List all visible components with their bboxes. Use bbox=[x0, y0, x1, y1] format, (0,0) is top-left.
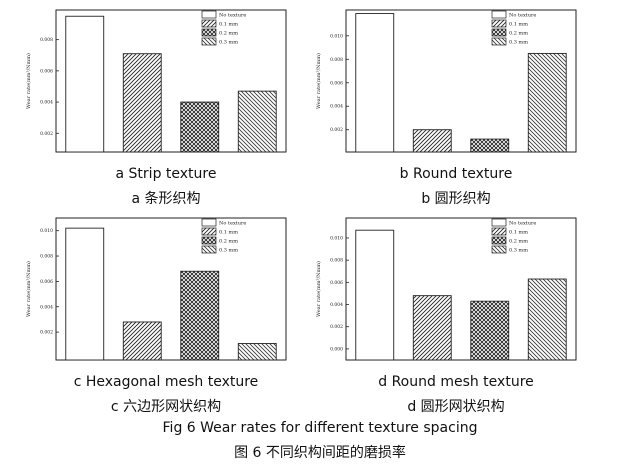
caption-c-cn: c 六边形网状织构 bbox=[110, 399, 222, 415]
plot-frame bbox=[345, 9, 577, 153]
caption-a-en: a Strip texture bbox=[115, 166, 217, 182]
legend-label: 0.1 mm bbox=[509, 230, 528, 236]
y-tick-label: 0.010 bbox=[330, 33, 343, 39]
y-tick-label: 0.000 bbox=[330, 346, 343, 352]
legend-swatch bbox=[491, 28, 507, 37]
y-axis-label: Wear rate(mm³/Nmm) bbox=[315, 261, 322, 317]
caption-b-cn: b 圆形织构 bbox=[421, 191, 491, 207]
bar-0-1-mm bbox=[122, 53, 162, 153]
y-tick-label: 0.008 bbox=[40, 254, 53, 260]
y-tick-label: 0.004 bbox=[40, 100, 53, 106]
y-tick-label: 0.006 bbox=[330, 280, 343, 286]
legend-label: 0.2 mm bbox=[509, 31, 528, 37]
y-tick-label: 0.010 bbox=[330, 235, 343, 241]
chart-svg-d: 0.000 0.002 0.004 0.006 0.008 0.010 Wear rate(… bbox=[315, 217, 577, 361]
legend-label: No texture bbox=[509, 13, 536, 19]
y-tick-label: 0.002 bbox=[330, 324, 343, 330]
legend-swatch bbox=[491, 227, 507, 236]
y-tick-label: 0.004 bbox=[330, 302, 343, 308]
legend-label: 0.3 mm bbox=[219, 40, 238, 46]
chart-svg-c: 0.002 0.004 0.006 0.008 0.010 Wear rate(mm³/N… bbox=[25, 217, 287, 361]
legend-label: 0.2 mm bbox=[219, 239, 238, 245]
legend-label: 0.2 mm bbox=[509, 239, 528, 245]
plot-frame bbox=[345, 217, 577, 361]
bar-no-texture bbox=[355, 229, 395, 361]
bar-no-texture bbox=[65, 227, 105, 361]
y-tick-label: 0.006 bbox=[40, 279, 53, 285]
legend-swatch bbox=[491, 236, 507, 245]
bar-0-3-mm bbox=[237, 90, 277, 153]
caption-a-cn: a 条形织构 bbox=[131, 191, 201, 207]
caption-d-cn: d 圆形网状织构 bbox=[407, 399, 505, 415]
figure-caption-en: Fig 6 Wear rates for different texture s… bbox=[162, 420, 478, 436]
legend-swatch bbox=[491, 218, 507, 227]
bar-0-3-mm bbox=[527, 52, 567, 153]
chart-panel-c: 0.002 0.004 0.006 0.008 0.010 Wear rate(mm³/N… bbox=[16, 210, 316, 415]
legend-label: No texture bbox=[509, 221, 536, 227]
bar-0-2-mm bbox=[470, 138, 510, 153]
legend-swatch bbox=[491, 37, 507, 46]
figure-caption-cn: 图 6 不同织构间距的磨损率 bbox=[234, 445, 406, 461]
legend-label: 0.3 mm bbox=[509, 248, 528, 254]
bar-0-3-mm bbox=[527, 278, 567, 361]
legend-swatch bbox=[491, 245, 507, 254]
caption-b-en: b Round texture bbox=[399, 166, 513, 182]
y-tick-label: 0.004 bbox=[330, 104, 343, 110]
bar-no-texture bbox=[355, 13, 395, 153]
chart-panel-a: 0.002 0.004 0.006 0.008 Wear rate(mm³/Nmm) No… bbox=[16, 2, 316, 207]
legend-swatch bbox=[201, 37, 217, 46]
bar-0-2-mm bbox=[180, 101, 220, 153]
legend-swatch bbox=[201, 10, 217, 19]
plot-frame bbox=[55, 9, 287, 153]
y-tick-label: 0.008 bbox=[40, 37, 53, 43]
bar-0-2-mm bbox=[470, 300, 510, 361]
bar-0-3-mm bbox=[237, 343, 277, 361]
y-axis-label: Wear rate(mm³/Nmm) bbox=[25, 53, 32, 109]
y-axis-label: Wear rate(mm³/Nmm) bbox=[25, 261, 32, 317]
legend-swatch bbox=[201, 218, 217, 227]
legend-swatch bbox=[201, 245, 217, 254]
y-tick-label: 0.008 bbox=[330, 258, 343, 264]
legend-swatch bbox=[201, 19, 217, 28]
y-tick-label: 0.010 bbox=[40, 228, 53, 234]
y-tick-label: 0.006 bbox=[40, 68, 53, 74]
legend-label: No texture bbox=[219, 13, 246, 19]
legend-label: No texture bbox=[219, 221, 246, 227]
caption-d-en: d Round mesh texture bbox=[378, 374, 534, 390]
legend-swatch bbox=[491, 10, 507, 19]
chart-panel-d: 0.000 0.002 0.004 0.006 0.008 0.010 Wear rate(… bbox=[306, 210, 606, 415]
y-tick-label: 0.002 bbox=[40, 330, 53, 336]
y-tick-label: 0.002 bbox=[40, 131, 53, 137]
plot-frame bbox=[55, 217, 287, 361]
y-tick-label: 0.008 bbox=[330, 57, 343, 63]
y-axis-label: Wear rate(mm³/Nmm) bbox=[315, 53, 322, 109]
legend-label: 0.1 mm bbox=[219, 230, 238, 236]
bar-0-2-mm bbox=[180, 270, 220, 361]
y-tick-label: 0.002 bbox=[330, 127, 343, 133]
legend-swatch bbox=[201, 227, 217, 236]
legend-swatch bbox=[201, 28, 217, 37]
legend-swatch bbox=[201, 236, 217, 245]
chart-panel-b: 0.002 0.004 0.006 0.008 0.010 Wear rate(mm³/N… bbox=[306, 2, 606, 207]
caption-c-en: c Hexagonal mesh texture bbox=[73, 374, 259, 390]
legend-label: 0.1 mm bbox=[219, 22, 238, 28]
y-tick-label: 0.006 bbox=[330, 80, 343, 86]
legend-label: 0.3 mm bbox=[509, 40, 528, 46]
legend-swatch bbox=[491, 19, 507, 28]
y-tick-label: 0.004 bbox=[40, 304, 53, 310]
legend-label: 0.3 mm bbox=[219, 248, 238, 254]
chart-svg-b: 0.002 0.004 0.006 0.008 0.010 Wear rate(mm³/N… bbox=[315, 9, 577, 153]
bar-0-1-mm bbox=[412, 129, 452, 153]
legend-label: 0.2 mm bbox=[219, 31, 238, 37]
bar-0-1-mm bbox=[412, 295, 452, 361]
legend-label: 0.1 mm bbox=[509, 22, 528, 28]
chart-svg-a: 0.002 0.004 0.006 0.008 Wear rate(mm³/Nmm) No… bbox=[25, 9, 287, 153]
bar-no-texture bbox=[65, 15, 105, 153]
bar-0-1-mm bbox=[122, 321, 162, 361]
